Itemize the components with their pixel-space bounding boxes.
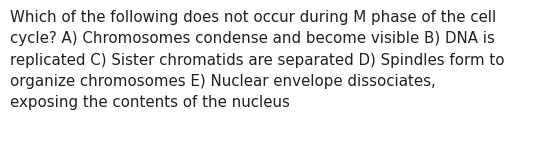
Text: Which of the following does not occur during M phase of the cell
cycle? A) Chrom: Which of the following does not occur du… xyxy=(10,10,504,110)
